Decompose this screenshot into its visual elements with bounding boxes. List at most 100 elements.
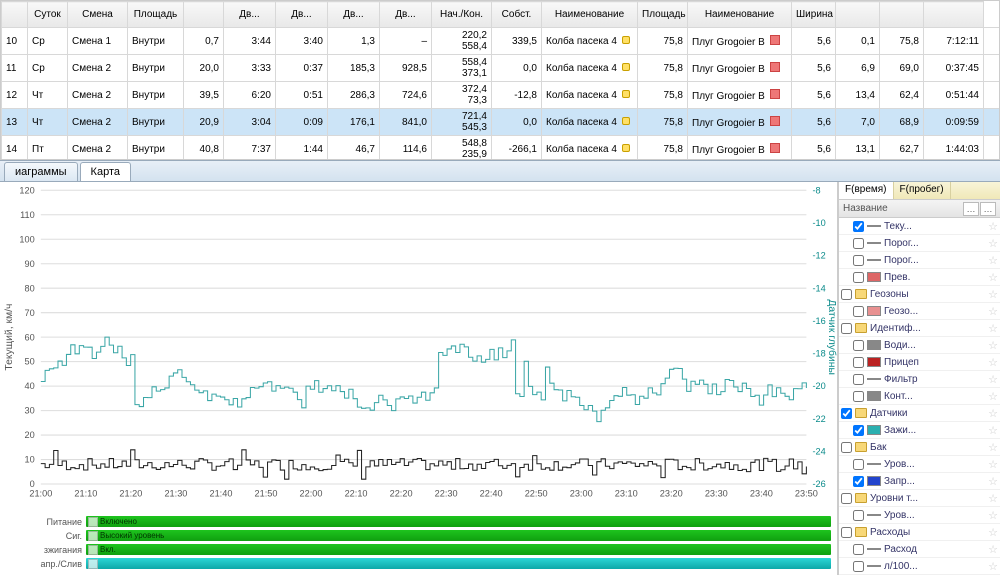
tree-item[interactable]: Расходы☆ xyxy=(839,524,1000,541)
tree-item[interactable]: Води...☆ xyxy=(839,337,1000,354)
table-header[interactable] xyxy=(836,2,880,28)
side-btn-1[interactable]: … xyxy=(963,202,979,216)
fold-icon xyxy=(855,408,867,418)
tree-item[interactable]: Геозоны☆ xyxy=(839,286,1000,303)
tree-checkbox[interactable] xyxy=(841,408,852,419)
table-row[interactable]: 14ПтСмена 2Внутри40,87:371:4446,7114,654… xyxy=(2,136,1000,161)
tree-item[interactable]: Расход☆ xyxy=(839,541,1000,558)
tree-item[interactable]: Зажи...☆ xyxy=(839,422,1000,439)
table-header[interactable]: Ширина xyxy=(792,2,836,28)
table-header[interactable]: Дв... xyxy=(380,2,432,28)
star-icon[interactable]: ☆ xyxy=(988,390,998,403)
star-icon[interactable]: ☆ xyxy=(988,220,998,233)
table-header[interactable]: Дв... xyxy=(224,2,276,28)
star-icon[interactable]: ☆ xyxy=(988,305,998,318)
tree-checkbox[interactable] xyxy=(853,459,864,470)
table-header[interactable]: Собст. xyxy=(492,2,542,28)
table-header[interactable]: Наименование xyxy=(542,2,638,28)
table-header[interactable] xyxy=(184,2,224,28)
star-icon[interactable]: ☆ xyxy=(988,271,998,284)
tree-item[interactable]: Конт...☆ xyxy=(839,388,1000,405)
side-tab-ftime[interactable]: F(время) xyxy=(839,182,894,199)
star-icon[interactable]: ☆ xyxy=(988,441,998,454)
tree-item[interactable]: Бак☆ xyxy=(839,439,1000,456)
table-header[interactable]: Наименование xyxy=(688,2,792,28)
tree-item[interactable]: Запр...☆ xyxy=(839,473,1000,490)
side-btn-2[interactable]: … xyxy=(980,202,996,216)
star-icon[interactable]: ☆ xyxy=(988,526,998,539)
tree-item[interactable]: Прицеп☆ xyxy=(839,354,1000,371)
tree-item[interactable]: Фильтр☆ xyxy=(839,371,1000,388)
tab-map[interactable]: Карта xyxy=(80,162,131,181)
tree-checkbox[interactable] xyxy=(841,323,852,334)
tree-item[interactable]: л/100...☆ xyxy=(839,558,1000,575)
table-header[interactable]: Дв... xyxy=(276,2,328,28)
tree-checkbox[interactable] xyxy=(853,391,864,402)
legend-tree[interactable]: Теку...☆Порог...☆Порог...☆Прев.☆Геозоны☆… xyxy=(839,218,1000,575)
table-row[interactable]: 10СрСмена 1Внутри0,73:443:401,3–220,2558… xyxy=(2,28,1000,55)
tree-item[interactable]: Датчики☆ xyxy=(839,405,1000,422)
star-icon[interactable]: ☆ xyxy=(988,475,998,488)
tree-checkbox[interactable] xyxy=(853,255,864,266)
star-icon[interactable]: ☆ xyxy=(988,322,998,335)
side-tab-frun[interactable]: F(пробег) xyxy=(894,182,951,199)
tree-checkbox[interactable] xyxy=(841,527,852,538)
tree-checkbox[interactable] xyxy=(853,238,864,249)
table-header[interactable]: Площадь xyxy=(128,2,184,28)
star-icon[interactable]: ☆ xyxy=(988,458,998,471)
sw-icon xyxy=(867,272,881,282)
tree-checkbox[interactable] xyxy=(853,340,864,351)
tree-item[interactable]: Теку...☆ xyxy=(839,218,1000,235)
tree-item[interactable]: Порог...☆ xyxy=(839,235,1000,252)
tree-checkbox[interactable] xyxy=(853,561,864,572)
tree-checkbox[interactable] xyxy=(841,442,852,453)
svg-text:-12: -12 xyxy=(813,251,826,261)
star-icon[interactable]: ☆ xyxy=(988,373,998,386)
table-header[interactable]: Площадь xyxy=(638,2,688,28)
table-header[interactable]: Нач./Кон. xyxy=(432,2,492,28)
star-icon[interactable]: ☆ xyxy=(988,560,998,573)
tree-item[interactable]: Уровни т...☆ xyxy=(839,490,1000,507)
tree-checkbox[interactable] xyxy=(853,221,864,232)
tree-checkbox[interactable] xyxy=(841,289,852,300)
tree-checkbox[interactable] xyxy=(853,425,864,436)
tree-item[interactable]: Геозо...☆ xyxy=(839,303,1000,320)
tree-checkbox[interactable] xyxy=(853,272,864,283)
svg-text:-18: -18 xyxy=(813,349,826,359)
table-header[interactable] xyxy=(880,2,924,28)
table-header[interactable]: Дв... xyxy=(328,2,380,28)
tree-checkbox[interactable] xyxy=(853,510,864,521)
tree-checkbox[interactable] xyxy=(841,493,852,504)
status-row: Сиг.Высокий уровень xyxy=(40,529,831,542)
tree-checkbox[interactable] xyxy=(853,476,864,487)
table-header[interactable] xyxy=(924,2,984,28)
tree-checkbox[interactable] xyxy=(853,306,864,317)
table-row[interactable]: 12ЧтСмена 2Внутри39,56:200:51286,3724,63… xyxy=(2,82,1000,109)
star-icon[interactable]: ☆ xyxy=(988,356,998,369)
table-header[interactable]: Смена xyxy=(68,2,128,28)
star-icon[interactable]: ☆ xyxy=(988,543,998,556)
star-icon[interactable]: ☆ xyxy=(988,509,998,522)
tree-checkbox[interactable] xyxy=(853,544,864,555)
tree-item[interactable]: Идентиф...☆ xyxy=(839,320,1000,337)
table-header[interactable]: Суток xyxy=(28,2,68,28)
star-icon[interactable]: ☆ xyxy=(988,237,998,250)
table-row[interactable]: 13ЧтСмена 2Внутри20,93:040:09176,1841,07… xyxy=(2,109,1000,136)
tab-diagrams[interactable]: иаграммы xyxy=(4,162,78,181)
tree-item[interactable]: Уров...☆ xyxy=(839,456,1000,473)
star-icon[interactable]: ☆ xyxy=(988,407,998,420)
tree-item[interactable]: Порог...☆ xyxy=(839,252,1000,269)
svg-text:70: 70 xyxy=(24,308,34,318)
star-icon[interactable]: ☆ xyxy=(988,254,998,267)
star-icon[interactable]: ☆ xyxy=(988,492,998,505)
tree-checkbox[interactable] xyxy=(853,357,864,368)
tree-checkbox[interactable] xyxy=(853,374,864,385)
tree-item[interactable]: Прев.☆ xyxy=(839,269,1000,286)
tree-item[interactable]: Уров...☆ xyxy=(839,507,1000,524)
star-icon[interactable]: ☆ xyxy=(988,339,998,352)
svg-text:21:10: 21:10 xyxy=(74,488,97,498)
star-icon[interactable]: ☆ xyxy=(988,424,998,437)
table-row[interactable]: 11СрСмена 2Внутри20,03:330:37185,3928,55… xyxy=(2,55,1000,82)
star-icon[interactable]: ☆ xyxy=(988,288,998,301)
table-header[interactable] xyxy=(2,2,28,28)
